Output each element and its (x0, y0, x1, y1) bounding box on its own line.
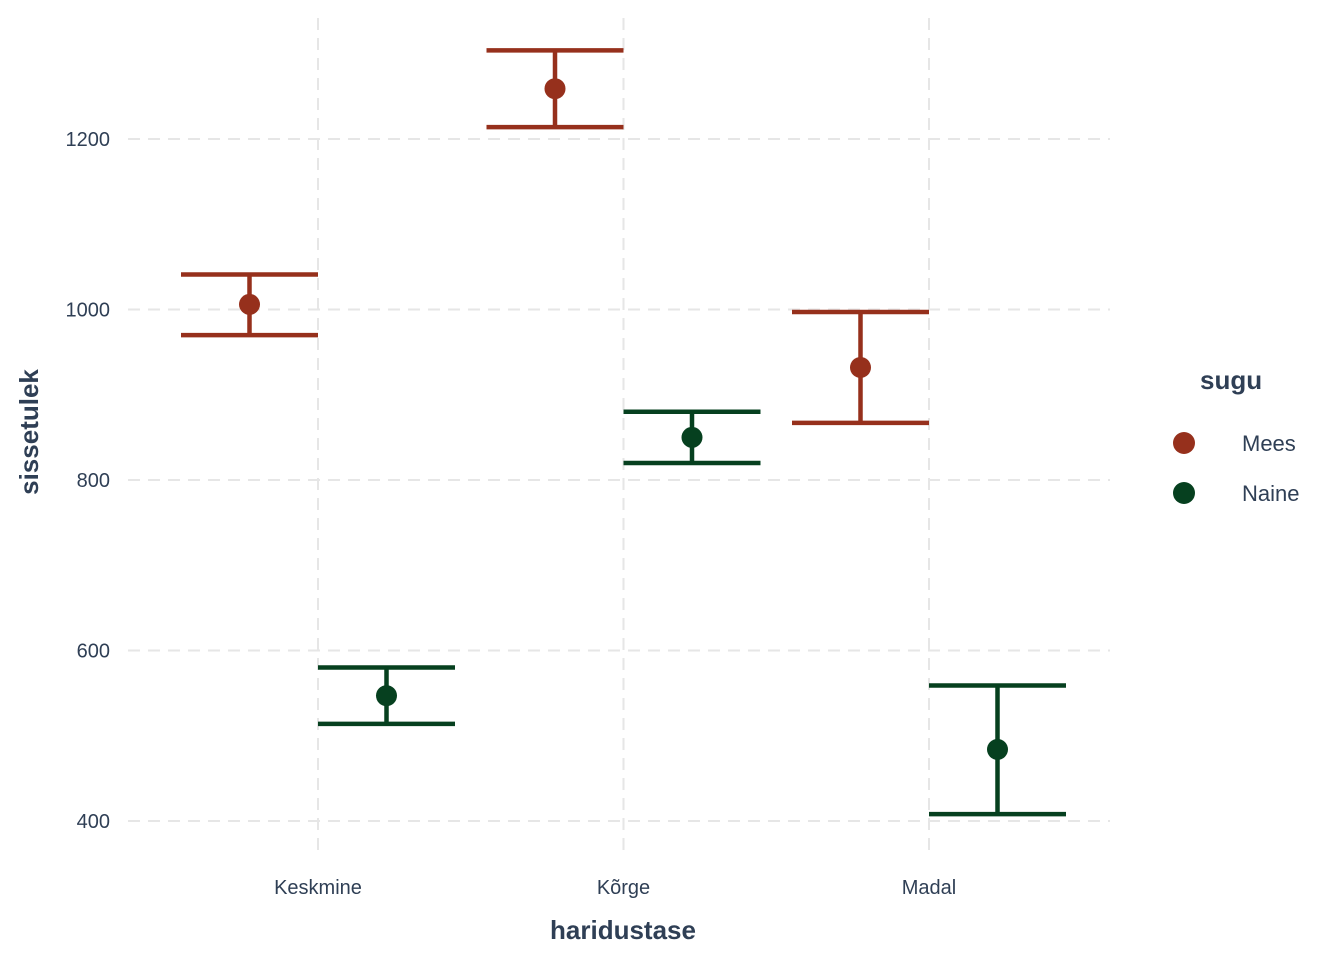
mean-point (850, 356, 871, 378)
y-tick-label: 1200 (66, 129, 111, 151)
y-axis-title: sissetulek (14, 369, 44, 495)
y-tick-label: 800 (77, 470, 110, 492)
legend-swatch (1173, 432, 1195, 454)
legend-title: sugu (1200, 365, 1262, 395)
x-tick-label: Madal (902, 877, 956, 899)
y-tick-label: 1000 (66, 300, 111, 322)
mean-point (544, 78, 566, 100)
x-tick-label: Kõrge (597, 877, 650, 899)
x-axis-title: haridustase (550, 915, 696, 945)
mean-point (376, 685, 397, 707)
mean-point (987, 738, 1008, 760)
grid-lines (128, 18, 1110, 852)
y-tick-label: 600 (77, 641, 110, 663)
series-marks (181, 48, 1066, 817)
legend-label: Mees (1242, 431, 1296, 456)
mean-point (239, 293, 260, 315)
x-axis-ticks: Keskmine Kõrge Madal (274, 877, 956, 899)
series-mees (181, 48, 929, 426)
legend: sugu Mees Naine (1173, 365, 1299, 506)
legend-label: Naine (1242, 481, 1299, 506)
y-axis-ticks: 400 600 800 1000 1200 (66, 129, 111, 833)
legend-item-mees: Mees (1173, 431, 1296, 456)
legend-item-naine: Naine (1173, 481, 1299, 506)
x-tick-label: Keskmine (274, 877, 362, 899)
legend-swatch (1173, 482, 1195, 504)
y-tick-label: 400 (77, 811, 110, 833)
legend-items: Mees Naine (1173, 431, 1299, 506)
series-naine (318, 409, 1066, 817)
mean-point (681, 426, 703, 448)
